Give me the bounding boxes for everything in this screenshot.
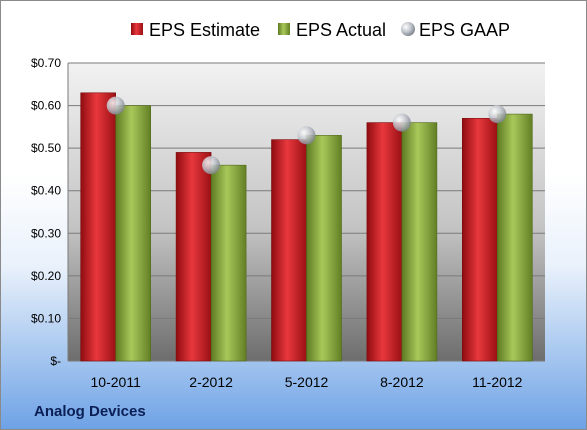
y-tick-label: $0.40	[31, 184, 61, 198]
x-tick-label: 10-2011	[91, 374, 142, 390]
eps-estimate-bar	[271, 139, 307, 362]
y-tick-label: $0.70	[31, 56, 61, 70]
legend-swatch-actual	[278, 23, 290, 35]
bars	[80, 92, 533, 362]
eps-gaap-marker	[392, 113, 411, 132]
y-tick-label: $0.20	[31, 269, 61, 283]
y-tick-label: $0.60	[31, 99, 61, 113]
x-tick-label: 11-2012	[472, 374, 523, 390]
eps-actual-bar	[115, 105, 151, 362]
eps-estimate-bar	[461, 118, 498, 362]
legend: EPS Estimate EPS Actual EPS GAAP	[131, 20, 510, 40]
eps-estimate-bar	[80, 92, 116, 362]
eps-gaap-marker	[297, 126, 316, 145]
gaap-markers	[106, 96, 507, 175]
legend-label: EPS Estimate	[149, 20, 260, 40]
legend-swatch-gaap	[401, 22, 415, 36]
x-tick-label: 5-2012	[285, 374, 329, 390]
company-name: Analog Devices	[34, 403, 146, 420]
eps-gaap-marker	[106, 96, 125, 115]
eps-estimate-bar	[175, 152, 212, 362]
y-tick-label: $0.30	[31, 226, 61, 240]
eps-actual-bar	[306, 135, 342, 362]
y-tick-label: $-	[50, 354, 61, 368]
eps-actual-bar	[210, 164, 247, 362]
eps-actual-bar	[496, 113, 533, 362]
x-tick-label: 2-2012	[189, 374, 233, 390]
x-tick-label: 8-2012	[380, 374, 424, 390]
y-tick-label: $0.50	[31, 141, 61, 155]
eps-estimate-bar	[366, 122, 403, 362]
eps-gaap-marker	[202, 156, 221, 175]
legend-label: EPS Actual	[296, 20, 386, 40]
legend-label: EPS GAAP	[419, 20, 510, 40]
eps-gaap-marker	[488, 105, 507, 124]
y-tick-label: $0.10	[31, 311, 61, 325]
y-axis: $- $0.10 $0.20 $0.30 $0.40 $0.50 $0.60 $0.70	[31, 56, 69, 368]
eps-actual-bar	[401, 122, 438, 362]
legend-swatch-estimate	[131, 23, 143, 35]
x-axis: 10-2011 2-2012 5-2012 8-2012 11-2012	[91, 374, 523, 390]
